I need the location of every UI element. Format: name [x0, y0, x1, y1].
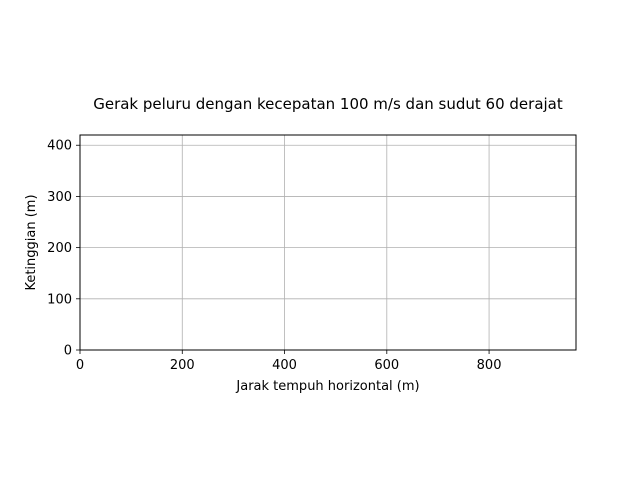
x-tick-label: 600: [374, 358, 399, 373]
y-axis-ticks: 0 100 200 300 400: [47, 139, 80, 359]
x-tick-label: 200: [170, 358, 195, 373]
x-axis-label: Jarak tempuh horizontal (m): [235, 379, 419, 394]
y-tick-label: 200: [47, 241, 72, 256]
y-tick-label: 400: [47, 139, 72, 154]
y-tick-label: 0: [64, 344, 72, 359]
y-tick-label: 100: [47, 292, 72, 307]
chart-title: Gerak peluru dengan kecepatan 100 m/s da…: [93, 95, 563, 113]
x-axis-ticks: 0 200 400 600 800: [76, 350, 502, 373]
plot-frame: [79, 134, 577, 351]
y-tick-label: 300: [47, 190, 72, 205]
x-tick-label: 800: [477, 358, 502, 373]
grid: [79, 135, 576, 351]
y-axis-label: Ketinggian (m): [24, 194, 39, 290]
x-tick-label: 400: [272, 358, 297, 373]
x-tick-label: 0: [76, 358, 84, 373]
